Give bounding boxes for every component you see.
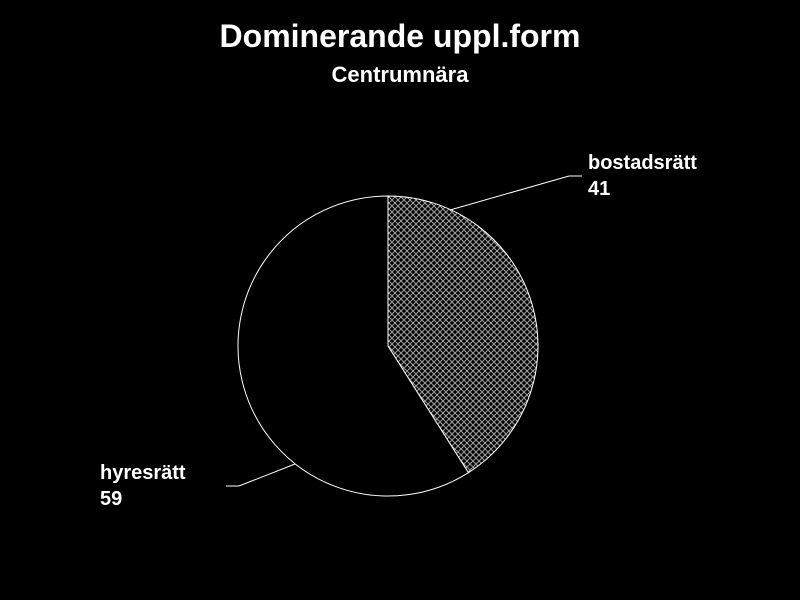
chart-subtitle: Centrumnära [0,62,800,88]
chart-title: Dominerande uppl.form [0,18,800,55]
chart-container: Dominerande uppl.form Centrumnära bostad… [0,0,800,600]
slice-label-hyresrätt: hyresrätt 59 [100,460,186,512]
slice-label-bostadsrätt: bostadsrätt 41 [588,150,697,202]
pie-chart [236,194,540,498]
